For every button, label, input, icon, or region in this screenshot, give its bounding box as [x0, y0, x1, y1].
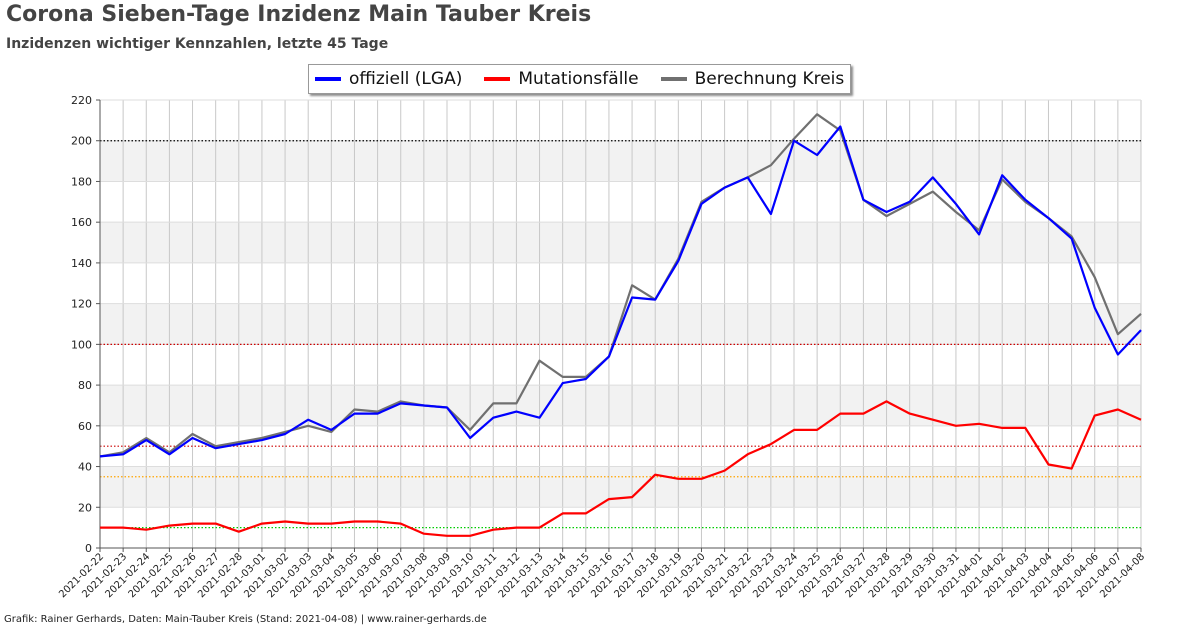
chart-subtitle: Inzidenzen wichtiger Kennzahlen, letzte … — [6, 36, 389, 52]
y-tick-label: 140 — [71, 257, 92, 270]
chart-footer: Grafik: Rainer Gerhards, Daten: Main-Tau… — [4, 614, 487, 625]
legend-item-offiziell: offiziell (LGA) — [315, 69, 462, 89]
chart-legend: offiziell (LGA) Mutationsfälle Berechnun… — [308, 64, 852, 94]
legend-swatch-berechnung-kreis — [660, 77, 687, 81]
series-line-0 — [99, 125, 1142, 458]
grid-band — [100, 222, 1141, 263]
legend-label-offiziell: offiziell (LGA) — [349, 69, 463, 89]
grid-band — [100, 385, 1141, 426]
grid-band — [100, 140, 1141, 182]
legend-swatch-mutationsfaelle — [484, 77, 511, 81]
legend-swatch-offiziell — [315, 77, 341, 81]
y-tick-label: 0 — [85, 542, 92, 555]
series-line-1 — [100, 400, 1142, 537]
legend-item-berechnung-kreis: Berechnung Kreis — [660, 69, 845, 89]
legend-item-mutationsfaelle: Mutationsfälle — [484, 69, 639, 89]
y-tick-label: 120 — [71, 298, 92, 311]
y-tick-label: 180 — [71, 175, 92, 188]
y-tick-label: 80 — [78, 379, 92, 392]
legend-label-mutationsfaelle: Mutationsfälle — [518, 69, 639, 89]
y-tick-label: 100 — [71, 338, 92, 351]
y-tick-label: 40 — [78, 461, 92, 474]
y-tick-label: 200 — [71, 135, 92, 148]
grid-band — [100, 466, 1141, 508]
y-tick-label: 220 — [71, 94, 92, 107]
series-line-2 — [99, 113, 1142, 458]
y-tick-label: 20 — [78, 501, 92, 514]
chart-title: Corona Sieben-Tage Inzidenz Main Tauber … — [6, 2, 592, 27]
y-tick-label: 60 — [78, 420, 92, 433]
legend-label-berechnung-kreis: Berechnung Kreis — [694, 69, 845, 89]
y-tick-label: 160 — [71, 216, 92, 229]
